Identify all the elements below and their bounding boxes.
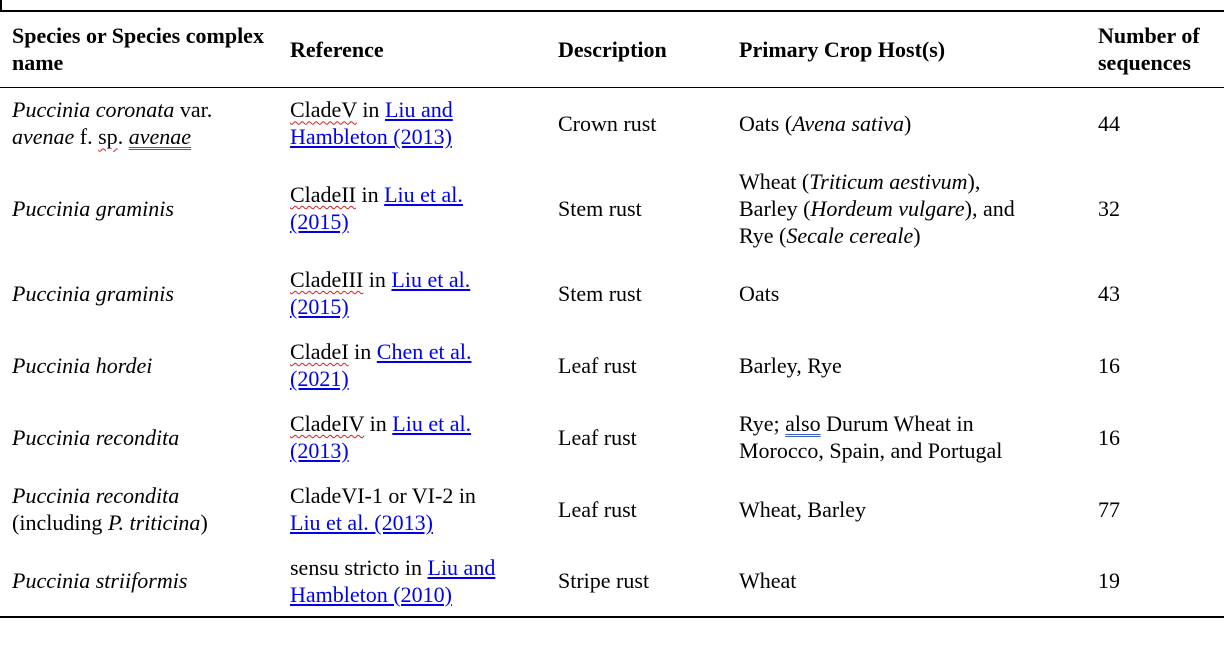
table-row: Puccinia recondita (including P. triticin… (0, 473, 1224, 545)
description-cell: Stripe rust (546, 545, 727, 618)
reference-cell: CladeVI-1 or VI-2 in Liu et al. (2013) (290, 483, 476, 535)
reference-link[interactable]: Chen et al. (2021) (290, 339, 472, 391)
header-host: Primary Crop Host(s) (727, 10, 1086, 88)
host-cell: Rye; also Durum Wheat in Morocco, Spain, … (739, 411, 1003, 463)
description-cell: Leaf rust (558, 496, 637, 522)
host-cell: Barley, Rye (739, 352, 842, 378)
reference-link[interactable]: Liu et al. (2013) (290, 510, 433, 535)
count-cell: 16 (1098, 424, 1120, 450)
description-cell: Leaf rust (558, 352, 637, 378)
count-cell: 43 (1098, 280, 1120, 306)
description-cell: Crown rust (558, 110, 657, 136)
table-row: Puccinia coronata var. avenae f. sp. aven… (0, 87, 1224, 159)
header-species: Species or Species complex name (0, 10, 278, 88)
count-cell: 19 (1086, 545, 1224, 618)
reference-cell: sensu stricto in Liu and Hambleton (2010) (278, 545, 546, 618)
table-row: Puccinia hordei CladeI in Chen et al. (20… (0, 329, 1224, 401)
reference-cell: CladeIII in Liu et al. (2015) (290, 267, 471, 319)
table-row: Puccinia graminis CladeIII in Liu et al.… (0, 257, 1224, 329)
table-row: Puccinia striiformis sensu stricto in Li… (0, 545, 1224, 618)
reference-link[interactable]: Liu et al. (2015) (290, 267, 471, 319)
host-cell: Wheat, Barley (739, 496, 867, 522)
reference-cell: CladeII in Liu et al. (2015) (290, 182, 463, 234)
reference-cell: CladeI in Chen et al. (2021) (290, 339, 472, 391)
description-cell: Stem rust (558, 280, 642, 306)
host-cell: Oats (739, 280, 780, 306)
reference-cell: CladeIV in Liu et al. (2013) (290, 411, 472, 463)
host-cell: Oats (Avena sativa) (739, 110, 912, 136)
count-cell: 16 (1098, 352, 1120, 378)
species-cell: Puccinia striiformis (0, 545, 278, 618)
host-cell: Wheat (727, 545, 1086, 618)
count-cell: 32 (1098, 195, 1120, 221)
description-cell: Stem rust (558, 195, 642, 221)
count-cell: 77 (1098, 496, 1120, 522)
species-cell: Puccinia coronata var. avenae f. sp. aven… (12, 97, 213, 150)
species-cell: Puccinia graminis (12, 280, 174, 306)
species-cell: Puccinia graminis (12, 195, 174, 221)
header-reference: Reference (278, 10, 546, 88)
header-row: Species or Species complex name Referenc… (0, 10, 1224, 88)
reference-link[interactable]: Liu et al. (2015) (290, 182, 463, 234)
table-row: Puccinia graminis CladeII in Liu et al.(… (0, 159, 1224, 257)
species-cell: Puccinia recondita (12, 424, 180, 450)
reference-cell: CladeV in Liu and Hambleton (2013) (290, 97, 453, 150)
left-edge-line (0, 0, 2, 10)
reference-link[interactable]: Liu et al. (2013) (290, 411, 472, 463)
header-description: Description (546, 10, 727, 88)
header-count: Number of sequences (1086, 10, 1224, 88)
description-cell: Leaf rust (558, 424, 637, 450)
count-cell: 44 (1098, 110, 1120, 136)
species-cell: Puccinia recondita (including P. triticin… (12, 483, 208, 535)
reference-link[interactable]: Liu and Hambleton (2013) (290, 97, 453, 150)
species-cell: Puccinia hordei (12, 352, 153, 378)
table-row: Puccinia recondita CladeIV in Liu et al.… (0, 401, 1224, 473)
host-cell: Wheat (Triticum aestivum), Barley (Hordeu… (739, 168, 1015, 248)
species-table: Species or Species complex name Referenc… (0, 10, 1224, 618)
reference-link[interactable]: Liu and Hambleton (2010) (290, 554, 496, 607)
